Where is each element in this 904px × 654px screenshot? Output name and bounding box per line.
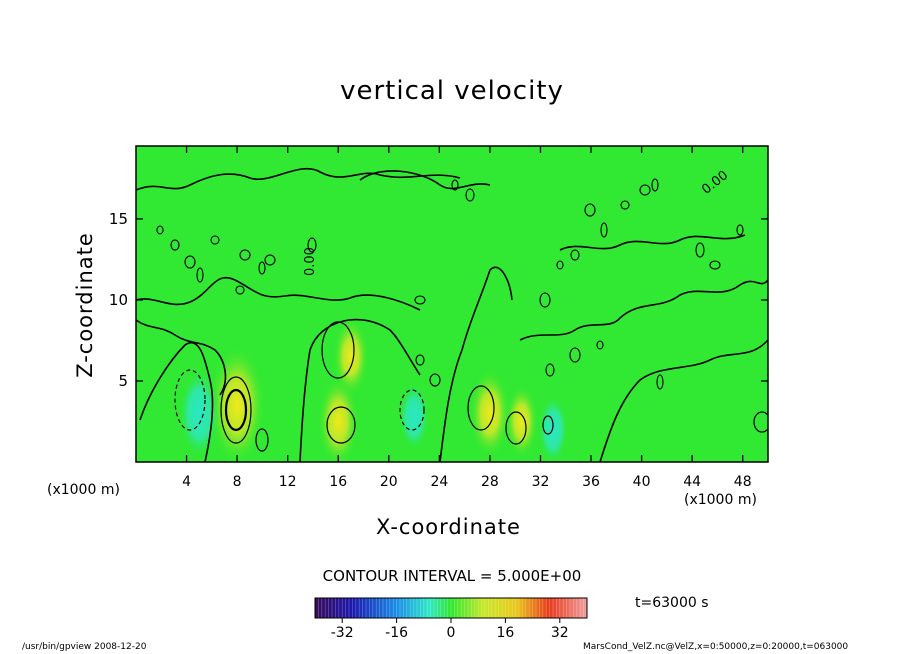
y-tick-label: 10 bbox=[109, 291, 128, 309]
anomaly-cell-2 bbox=[333, 317, 369, 397]
anomaly-cell-7 bbox=[537, 395, 569, 462]
y-axis: 5 10 15 bbox=[109, 210, 768, 390]
contour-loop bbox=[465, 188, 475, 202]
time-label: t=63000 s bbox=[635, 595, 709, 611]
contour-loop bbox=[736, 224, 744, 236]
contour-loop bbox=[429, 373, 441, 387]
contour-loop bbox=[156, 225, 164, 235]
contour-loop bbox=[239, 249, 251, 261]
x-axis-label: X-coordinate bbox=[376, 515, 521, 539]
x-tick-label: 40 bbox=[633, 474, 651, 490]
contour-loop bbox=[235, 285, 245, 295]
x-tick-label: 36 bbox=[582, 474, 600, 490]
x-tick-label: 28 bbox=[481, 474, 499, 490]
contour-loop bbox=[415, 354, 425, 366]
colorbar-ticks: -32 -16 0 16 32 bbox=[331, 618, 569, 641]
x-tick-label: 24 bbox=[430, 474, 448, 490]
anomaly-cell-4 bbox=[505, 384, 539, 459]
contour-loop bbox=[600, 222, 608, 238]
x-tick-label: 16 bbox=[329, 474, 347, 490]
anomaly-cell-5 bbox=[178, 368, 220, 459]
contour-loop bbox=[184, 255, 196, 269]
contour-loop bbox=[570, 249, 580, 261]
colorbar-tick-label: 32 bbox=[551, 625, 569, 641]
contour-loop bbox=[620, 200, 630, 210]
contour-interval-label: CONTOUR INTERVAL = 5.000E+00 bbox=[322, 567, 582, 585]
contour-loop bbox=[258, 261, 266, 275]
colorbar bbox=[315, 598, 587, 618]
contour-loop bbox=[596, 340, 604, 350]
plot-frame bbox=[135, 145, 769, 463]
anomaly-cell-6 bbox=[398, 382, 430, 452]
anomaly-cell-0 bbox=[208, 344, 266, 462]
colorbar-tick-label: -16 bbox=[385, 625, 408, 641]
x-tick-label: 44 bbox=[683, 474, 701, 490]
contour-loop bbox=[539, 292, 551, 308]
x-unit-right: (x1000 m) bbox=[684, 492, 757, 508]
chart-title: vertical velocity bbox=[340, 76, 564, 106]
x-tick-label: 8 bbox=[233, 474, 242, 490]
contour-loop bbox=[545, 363, 555, 377]
contour-loop bbox=[264, 254, 276, 266]
contour-lines bbox=[136, 167, 768, 462]
x-unit-left: (x1000 m) bbox=[47, 482, 120, 498]
footer-right: MarsCond_VelZ.nc@VelZ,x=0:50000,z=0:2000… bbox=[583, 642, 849, 652]
x-tick-label: 48 bbox=[734, 474, 752, 490]
plot-field: 0.00 0.00 bbox=[136, 146, 768, 462]
contour-label: 0.00 bbox=[303, 247, 318, 276]
contour-loop bbox=[569, 347, 581, 363]
anomaly-cell-3 bbox=[469, 368, 511, 459]
contour-loop bbox=[584, 203, 596, 217]
colorbar-tick-label: -32 bbox=[331, 625, 354, 641]
x-tick-label: 32 bbox=[532, 474, 550, 490]
contour-loop bbox=[210, 235, 220, 245]
y-tick-label: 15 bbox=[109, 210, 128, 228]
contour-loop bbox=[307, 237, 317, 253]
contour-loop bbox=[695, 242, 705, 258]
contour-loop bbox=[556, 260, 564, 270]
y-tick-label: 5 bbox=[118, 372, 128, 390]
contour-loop bbox=[709, 260, 721, 270]
x-tick-label: 20 bbox=[380, 474, 398, 490]
contour-loop bbox=[414, 295, 426, 305]
contour-loop bbox=[639, 184, 651, 196]
contour-loop bbox=[451, 179, 459, 191]
footer-left: /usr/bin/gpview 2008-12-20 bbox=[22, 642, 147, 652]
contour-loop bbox=[656, 374, 664, 390]
contour-loop bbox=[196, 267, 204, 283]
y-axis-label: Z-coordinate bbox=[73, 232, 97, 378]
x-tick-label: 12 bbox=[279, 474, 297, 490]
colorbar-tick-label: 0 bbox=[447, 625, 456, 641]
contour-loop bbox=[170, 239, 180, 251]
x-axis: 4 8 12 16 20 24 28 32 36 40 44 48 bbox=[182, 146, 752, 490]
contour-loop bbox=[651, 178, 659, 192]
colorbar-tick-label: 16 bbox=[496, 625, 514, 641]
x-tick-label: 4 bbox=[182, 474, 191, 490]
